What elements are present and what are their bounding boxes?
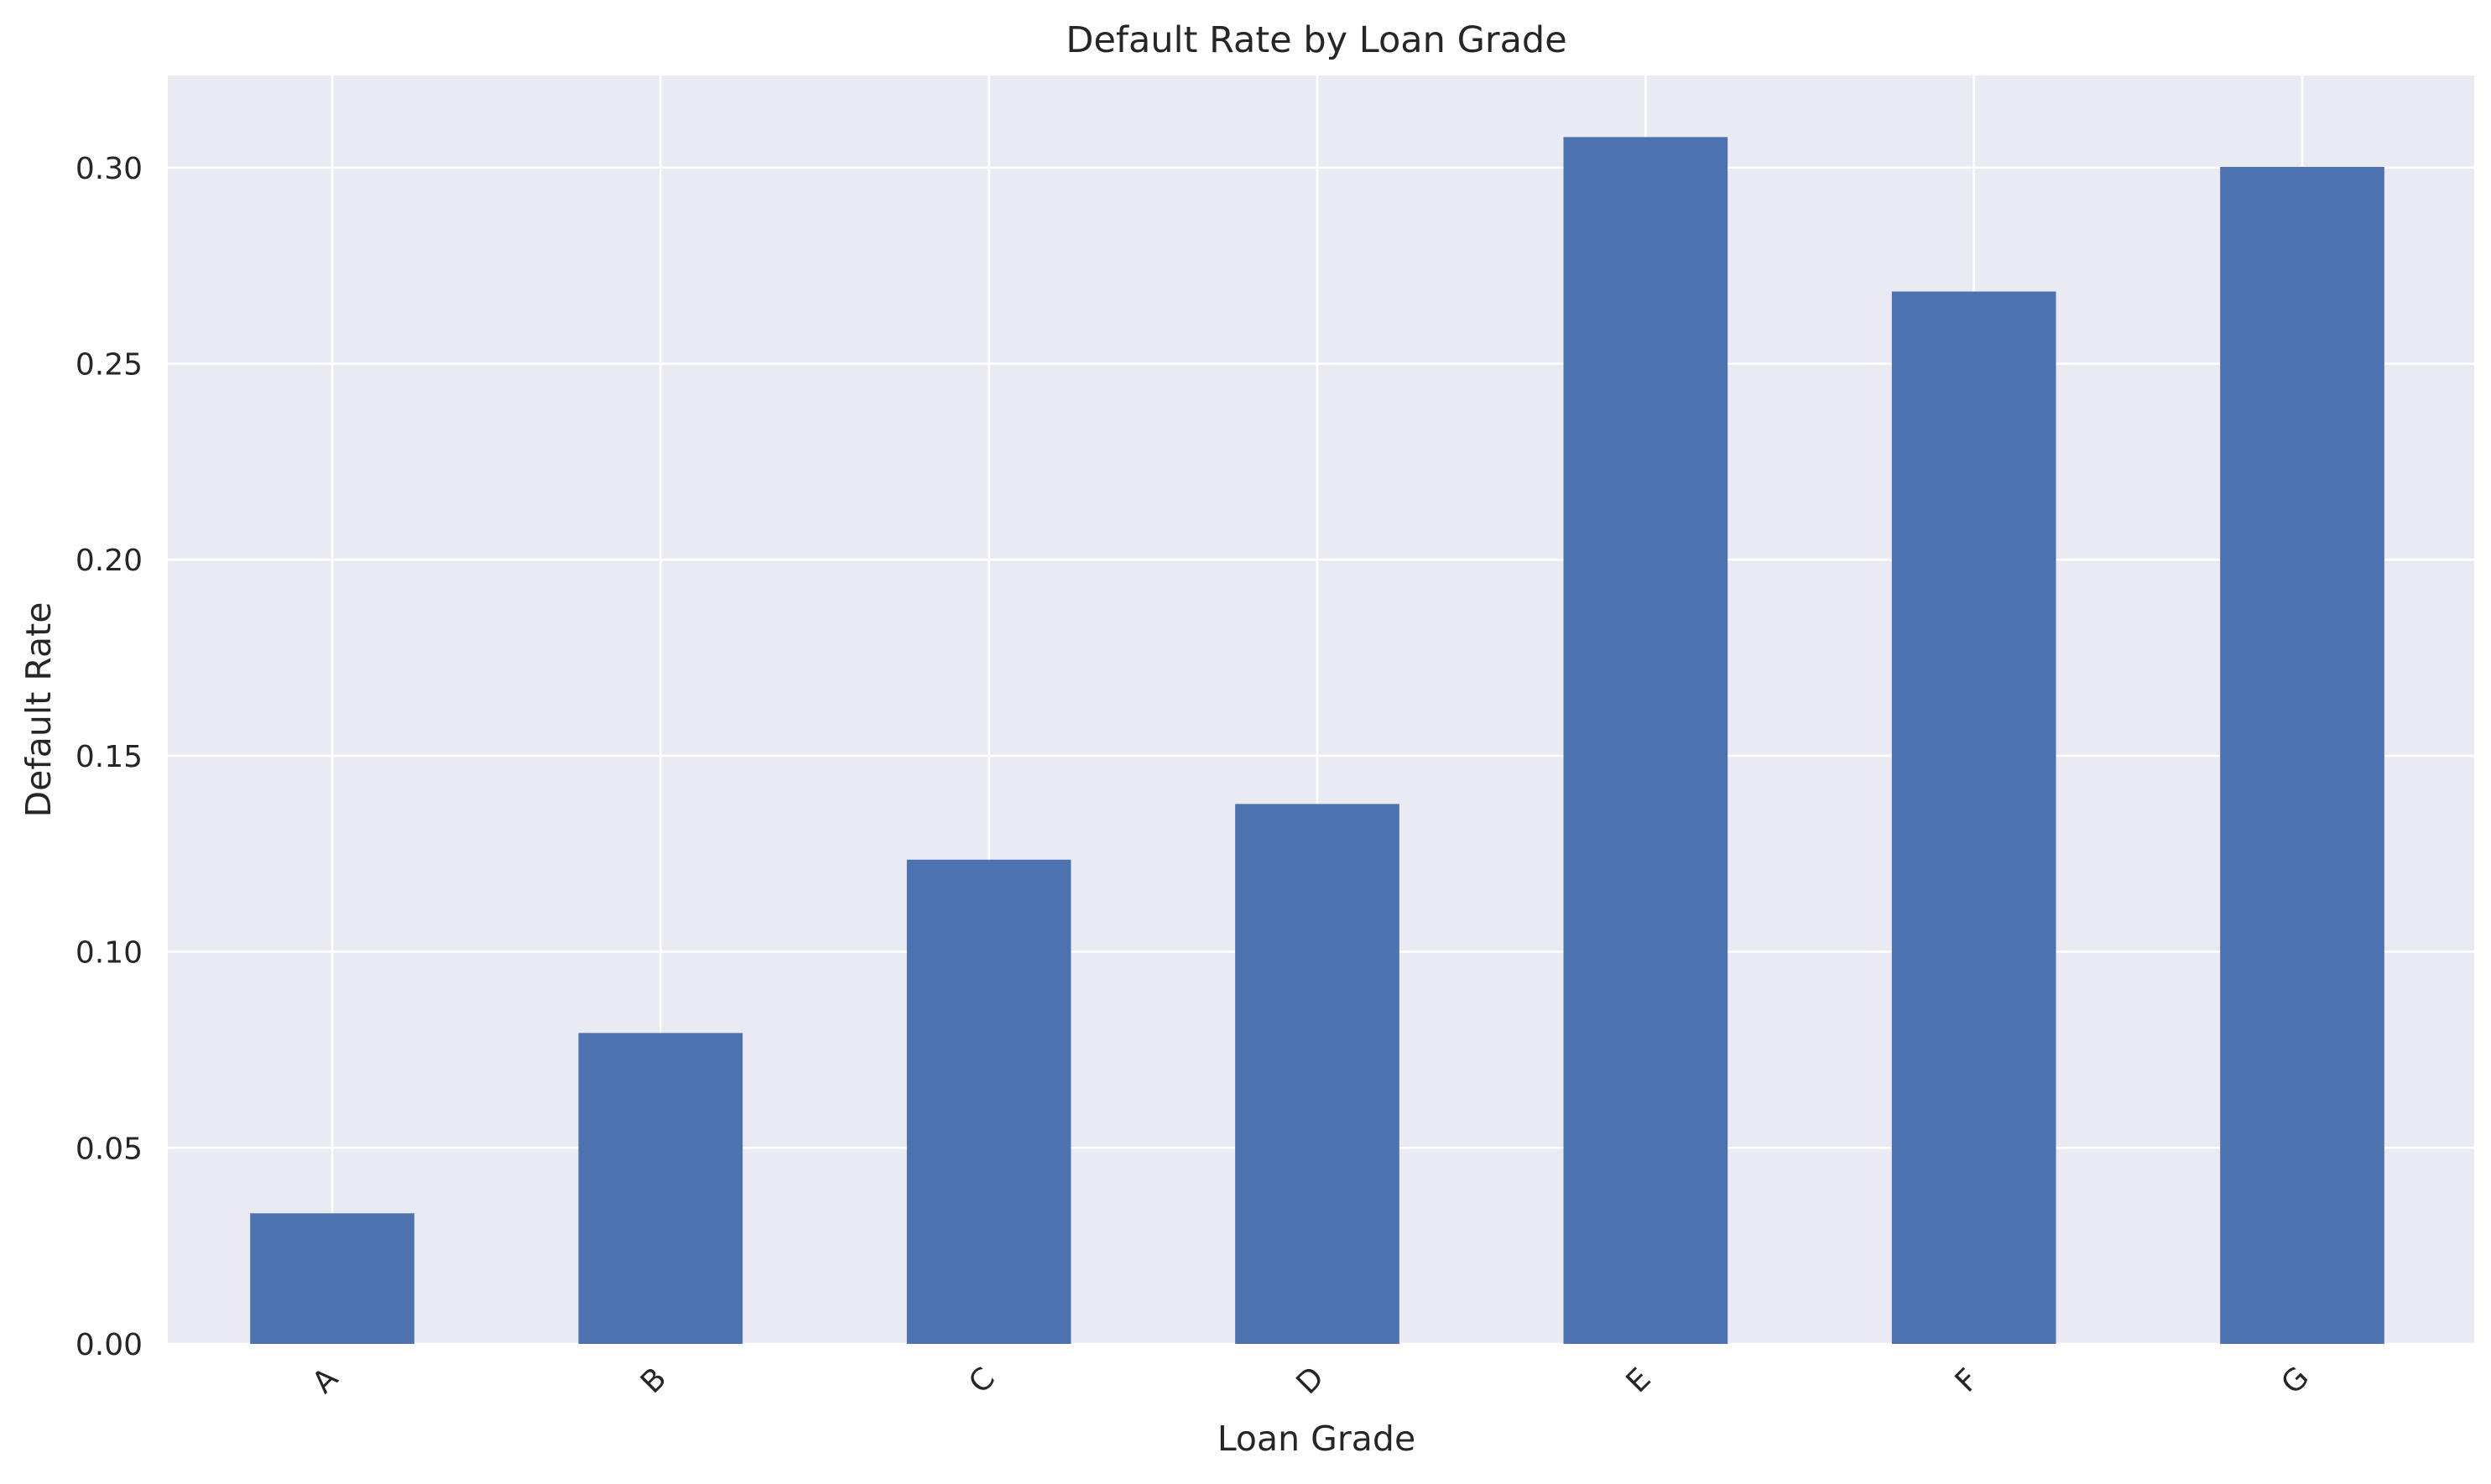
bar-G [2220,166,2384,1345]
x-axis-ticks: A B C D E F G [306,1361,2316,1402]
y-tick-label: 0.15 [76,740,143,774]
x-tick-label: G [2275,1361,2316,1402]
x-tick-label: C [962,1361,1002,1400]
x-tick-label: B [634,1362,673,1400]
bar-B [578,1033,743,1344]
x-tick-label: E [1620,1362,1658,1399]
bar-A [250,1213,414,1344]
y-tick-label: 0.25 [76,348,143,383]
x-tick-label: D [1290,1361,1331,1402]
chart-title: Default Rate by Loan Grade [1066,19,1566,61]
bar-F [1891,291,2056,1344]
x-tick-label: F [1949,1362,1986,1399]
y-tick-label: 0.10 [76,936,143,971]
y-tick-label: 0.00 [76,1328,143,1362]
y-tick-label: 0.30 [76,152,143,186]
bars [250,137,2384,1345]
bar-C [906,859,1071,1344]
x-tick-label: A [306,1361,346,1400]
y-tick-label: 0.05 [76,1132,143,1166]
y-axis-label: Default Rate [18,602,59,818]
bar-E [1563,137,1728,1345]
bar-D [1235,804,1399,1344]
x-axis-label: Loan Grade [1217,1419,1415,1459]
y-tick-label: 0.20 [76,544,143,578]
y-axis-ticks: 0.00 0.05 0.10 0.15 0.20 0.25 0.30 [76,152,143,1362]
